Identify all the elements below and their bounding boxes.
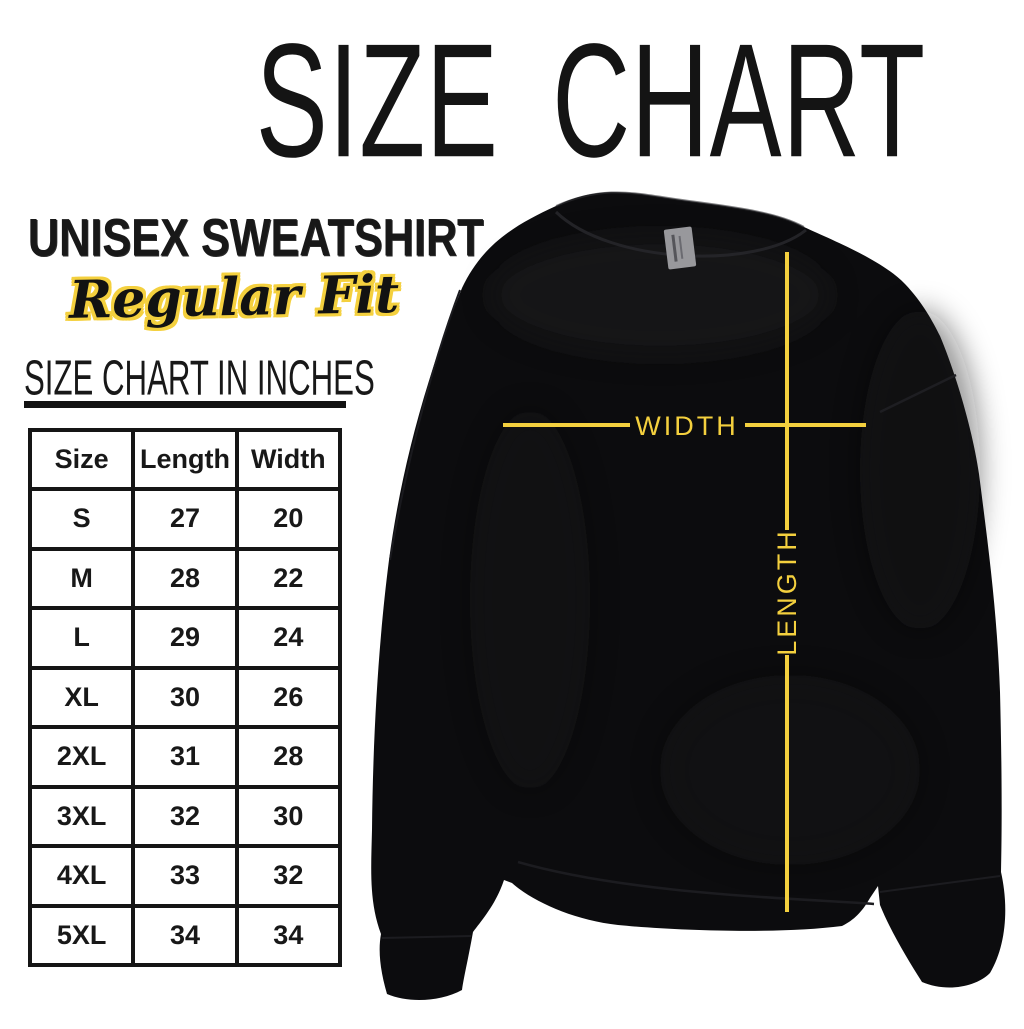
table-cell: 34 (131, 903, 239, 967)
column-header-length: Length (131, 428, 239, 491)
table-cell: 5XL (27, 903, 136, 967)
left-cuff-seam (381, 935, 472, 939)
table-cell: 31 (131, 725, 239, 789)
table-cell: 32 (131, 784, 239, 848)
left-shoulder-seam (389, 289, 461, 561)
column-header-width: Width (234, 428, 343, 491)
table-cell: 33 (131, 844, 239, 908)
table-cell: 26 (234, 665, 343, 729)
table-cell: 34 (234, 903, 343, 967)
size-table: Size Length Width S 27 20 M 28 22 L 29 24 XL 30 26 2… (27, 428, 343, 967)
fabric-sheen (470, 235, 980, 865)
collar-tag (663, 226, 697, 270)
size-table-header: Size Length Width (27, 428, 343, 491)
table-cell: 2XL (27, 725, 136, 789)
size-table-body: S 27 20 M 28 22 L 29 24 XL 30 26 2XL 31 28 3XL 32 30 4XL 33… (27, 487, 343, 967)
table-row: 3XL 32 30 (27, 784, 343, 848)
hem-band-seam (517, 860, 875, 906)
length-label: LENGTH (772, 528, 802, 656)
table-cell: XL (27, 665, 136, 729)
table-row: XL 30 26 (27, 665, 343, 729)
table-cell: 4XL (27, 844, 136, 908)
table-cell: L (27, 606, 136, 670)
sweatshirt-diagram: WIDTH LENGTH (371, 191, 1006, 1000)
product-name: UNISEX SWEATSHIRT (27, 207, 484, 267)
table-cell: 28 (234, 725, 343, 789)
sweatshirt-photo: WIDTH LENGTH (360, 170, 1024, 1024)
table-row: 2XL 31 28 (27, 725, 343, 789)
table-row: L 29 24 (27, 606, 343, 670)
header-row: Size Length Width (27, 428, 343, 491)
page-title: SIZE CHART (150, 8, 925, 191)
table-row: 4XL 33 32 (27, 844, 343, 908)
right-shoulder-seam (879, 373, 957, 414)
table-cell: 29 (131, 606, 239, 670)
table-heading: SIZE CHART IN INCHES (24, 352, 375, 406)
column-header-size: Size (27, 428, 136, 491)
collar-top-highlight (555, 191, 805, 228)
heading-underline (24, 401, 346, 408)
table-row: S 27 20 (27, 487, 343, 551)
table-cell: 30 (131, 665, 239, 729)
table-cell: 32 (234, 844, 343, 908)
measurement-lines (503, 252, 866, 912)
table-cell: 24 (234, 606, 343, 670)
table-row: M 28 22 (27, 546, 343, 610)
table-cell: 22 (234, 546, 343, 610)
table-cell: 30 (234, 784, 343, 848)
table-cell: 27 (131, 487, 239, 551)
table-cell: 3XL (27, 784, 136, 848)
table-cell: S (27, 487, 136, 551)
table-cell: 20 (234, 487, 343, 551)
page-title-text: SIZE CHART (255, 10, 926, 192)
right-cuff-seam (879, 875, 1001, 893)
product-subtitle: UNISEX SWEATSHIRT Regular Fit (8, 206, 484, 331)
width-label: WIDTH (635, 411, 738, 441)
table-cell: 28 (131, 546, 239, 610)
table-row: 5XL 34 34 (27, 903, 343, 967)
table-cell: M (27, 546, 136, 610)
